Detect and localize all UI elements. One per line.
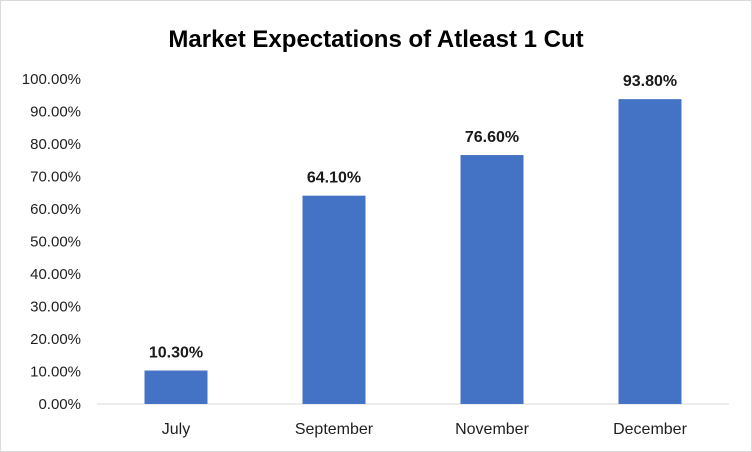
- y-tick-label: 20.00%: [30, 331, 81, 348]
- bar-september: [302, 195, 366, 404]
- category-label: December: [613, 421, 687, 438]
- data-label: 10.30%: [149, 345, 203, 362]
- data-labels: 10.30% 64.10% 76.60% 93.80%: [149, 73, 677, 361]
- category-label: September: [295, 421, 374, 438]
- bars: [144, 99, 682, 405]
- y-tick-label: 80.00%: [30, 136, 81, 153]
- data-label: 76.60%: [465, 129, 519, 146]
- data-label: 64.10%: [307, 170, 361, 187]
- y-tick-label: 60.00%: [30, 201, 81, 218]
- y-tick-label: 50.00%: [30, 234, 81, 251]
- category-label: July: [162, 421, 190, 438]
- chart-title: Market Expectations of Atleast 1 Cut: [168, 26, 583, 53]
- bar-july: [144, 370, 208, 404]
- category-labels: July September November December: [162, 421, 688, 438]
- bar-november: [460, 155, 524, 404]
- y-tick-label: 0.00%: [38, 396, 81, 413]
- y-tick-label: 90.00%: [30, 104, 81, 121]
- bar-december: [618, 99, 682, 405]
- y-axis-labels: 0.00% 10.00% 20.00% 30.00% 40.00% 50.00% 60.00…: [22, 71, 81, 413]
- y-tick-label: 100.00%: [22, 71, 81, 88]
- y-tick-label: 10.00%: [30, 364, 81, 381]
- y-tick-label: 30.00%: [30, 299, 81, 316]
- y-tick-label: 70.00%: [30, 169, 81, 186]
- data-label: 93.80%: [623, 73, 677, 90]
- category-label: November: [455, 421, 529, 438]
- y-tick-label: 40.00%: [30, 266, 81, 283]
